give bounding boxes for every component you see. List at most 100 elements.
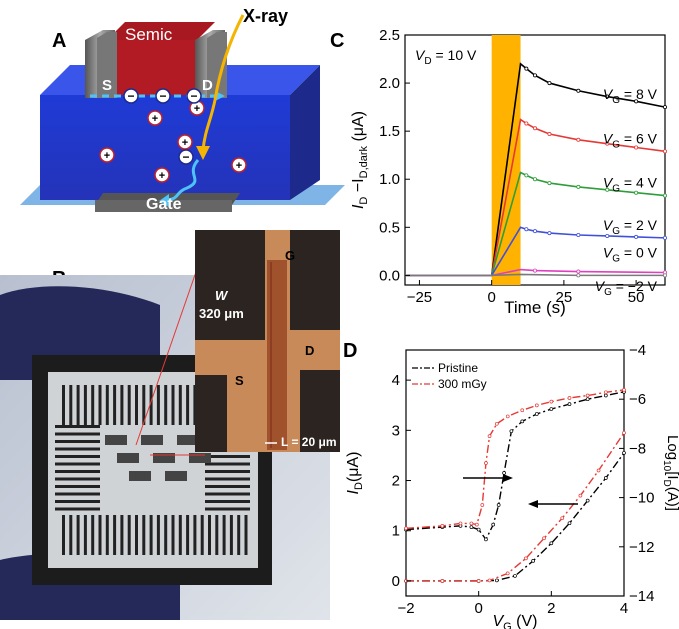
series-line: [405, 62, 666, 277]
device-cell: [105, 435, 127, 445]
data-point: [487, 434, 492, 438]
data-point: [509, 429, 514, 434]
data-point: [532, 126, 537, 131]
chart-c-ylabel: ID −ID,dark (μA): [350, 111, 370, 209]
data-point: [531, 559, 536, 563]
device-cell: [165, 471, 187, 481]
electrode-line: [156, 515, 160, 555]
y-tick-label: 2.5: [379, 27, 400, 44]
xray-beam: [201, 14, 245, 151]
chart-c-xlabel: Time (s): [504, 298, 566, 317]
data-point: [576, 232, 581, 237]
electrode-line: [193, 385, 197, 425]
micrograph-inset: G D S W 320 μm L = 20 μm: [195, 230, 340, 452]
source-pad-label: S: [235, 373, 244, 388]
data-point: [560, 516, 565, 521]
data-point: [524, 173, 529, 178]
data-point: [662, 235, 667, 240]
electron-charge-icon: [123, 88, 139, 104]
electrode-line: [83, 515, 87, 555]
electrode-line: [105, 515, 109, 555]
series-label: VG = 0 V: [603, 245, 658, 265]
electrode-line: [55, 440, 100, 443]
data-point: [549, 399, 554, 404]
chart-d-ylabel: ID(μA): [345, 452, 365, 495]
electrode-line: [120, 385, 124, 425]
series-line: [406, 432, 625, 582]
x-tick-label: 0: [474, 600, 482, 617]
data-point: [534, 412, 539, 416]
data-point: [494, 421, 499, 426]
data-point: [458, 521, 463, 526]
electrode-line: [91, 385, 95, 425]
data-point: [634, 234, 639, 239]
data-point: [585, 397, 590, 402]
y2-tick-label: −14: [629, 588, 654, 605]
data-point: [475, 522, 479, 527]
y-tick-label: 4: [392, 372, 400, 389]
electron-charge-icon: [178, 149, 194, 165]
electrode-line: [205, 470, 250, 473]
device-schematic: Semic S D X-ray Gate ++++++− − −−: [20, 6, 345, 213]
data-point: [567, 521, 572, 526]
charge-markers: ++++++− − −−: [99, 88, 247, 183]
data-point: [513, 574, 517, 578]
series-label: VG = 8 V: [603, 86, 658, 106]
panel-letter-a: A: [52, 30, 67, 52]
data-point: [505, 571, 510, 576]
series-line: [406, 452, 625, 582]
device-cell: [141, 435, 163, 445]
y2-tick-label: −6: [629, 391, 646, 408]
hole-charge-icon: [147, 110, 163, 126]
electrode-line: [229, 515, 233, 555]
data-point: [532, 229, 537, 234]
electrode-line: [215, 515, 219, 555]
y2-tick-label: −10: [629, 490, 654, 507]
data-point: [549, 407, 554, 411]
electrode-line: [55, 425, 100, 428]
data-point: [480, 503, 485, 507]
data-point: [605, 94, 610, 99]
electrode-line: [237, 515, 241, 555]
electrode-line: [156, 385, 160, 425]
gate-label: Gate: [146, 196, 182, 213]
electrode-line: [55, 500, 100, 503]
electrode-line: [171, 515, 175, 555]
width-value: 320 μm: [199, 306, 244, 321]
data-point: [487, 578, 492, 583]
channel-strip: [267, 260, 287, 450]
dielectric-front: [40, 95, 290, 200]
y-tick-label: 0: [392, 573, 400, 590]
electrode-line: [205, 485, 250, 488]
electrode-line: [62, 385, 65, 425]
x-tick-label: 0: [487, 289, 495, 306]
electrode-line: [186, 515, 190, 555]
data-point: [662, 193, 667, 198]
electron-charge-icon: [155, 88, 171, 104]
electrode-line: [208, 515, 211, 555]
hole-charge-icon: [154, 167, 170, 183]
data-point: [622, 388, 626, 392]
dielectric-side: [290, 65, 320, 200]
electrode-line: [149, 515, 153, 555]
series-line: [405, 171, 666, 277]
electrode-line: [55, 470, 100, 473]
electrode-line: [135, 515, 138, 555]
data-point: [524, 227, 529, 232]
hole-charge-icon: +: [159, 170, 165, 182]
chart-d-legend: Pristine 300 mGy: [412, 361, 487, 391]
data-point: [567, 402, 572, 406]
electron-charge-icon: [186, 88, 202, 104]
y-tick-label: 1: [392, 523, 400, 540]
device-cell: [189, 453, 211, 463]
electron-charge-icon: −: [127, 89, 134, 103]
electrode-line: [171, 385, 175, 425]
x-tick-label: 25: [556, 289, 573, 306]
data-point: [662, 149, 667, 154]
electrode-line: [205, 507, 250, 511]
electrode-line: [149, 385, 153, 425]
x-tick-label: −2: [397, 600, 414, 617]
electrode-line: [178, 515, 182, 555]
data-point: [496, 503, 501, 507]
electrode-line: [113, 385, 117, 425]
